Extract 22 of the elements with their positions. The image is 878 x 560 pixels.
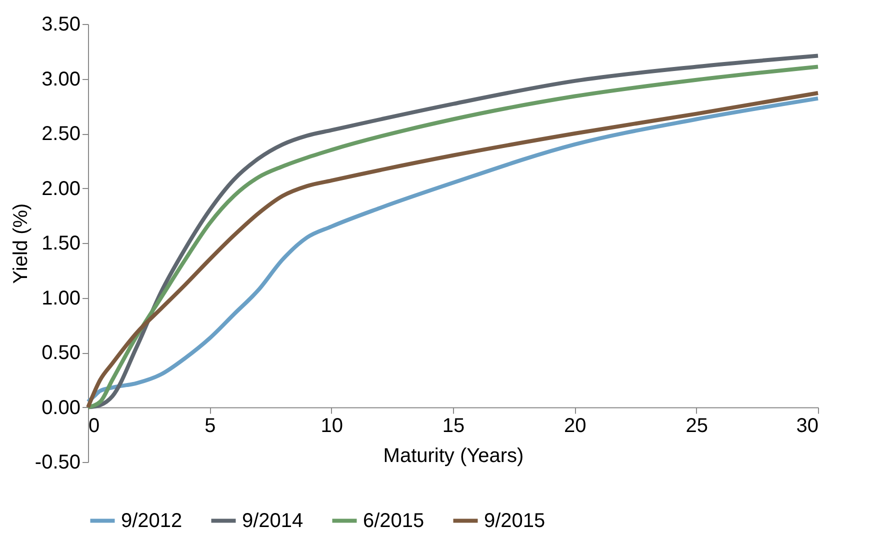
y-tick-label: 1.50 [42,232,80,254]
y-tick-label: 2.50 [42,123,80,145]
y-tick-label: 2.00 [42,178,80,200]
legend-label: 9/2015 [484,510,546,532]
x-tick-label: 5 [204,414,216,437]
y-axis-title: Yield (%) [10,203,32,284]
y-tick-label: 0.00 [42,396,80,419]
y-tick-label: 3.50 [42,14,80,36]
x-tick-label: 25 [686,414,708,437]
y-tick-label: -0.50 [34,452,80,474]
x-tick-label: 15 [442,414,465,437]
x-tick-label: 10 [320,414,343,437]
y-tick-label: 3.00 [42,68,80,90]
x-tick-label: 30 [796,414,818,437]
y-tick-label: 0.50 [42,342,80,364]
legend-label: 6/2015 [363,510,424,532]
x-axis-title: Maturity (Years) [383,444,524,467]
legend-label: 9/2014 [242,510,304,532]
x-tick-label: 20 [564,414,586,437]
x-tick-label: 0 [88,414,100,437]
legend-label: 9/2012 [121,510,182,532]
y-tick-label: 1.00 [42,287,80,310]
